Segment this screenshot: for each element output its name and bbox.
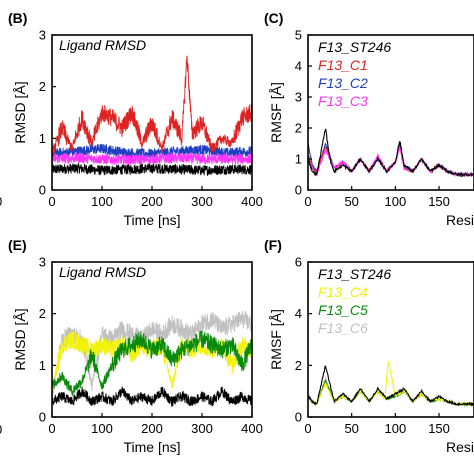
cut-tick-label: 0 <box>0 422 2 437</box>
panel-label: (C) <box>264 10 283 26</box>
legend-entry: F13_ST246 <box>318 39 391 55</box>
plot-title: Ligand RMSD <box>59 264 146 280</box>
panel-label: (F) <box>264 237 282 253</box>
legend-entry: F13_ST246 <box>318 266 391 282</box>
y-axis-title: RMSF [Å] <box>268 309 284 370</box>
panel-e: 0 1 2 3 0 100 200 300 400 (E) RMSD [Å] Ligand RMSD T… <box>8 237 263 455</box>
x-tick-label: 0 <box>48 421 55 436</box>
series-line-1 <box>52 163 252 176</box>
x-tick-label: 300 <box>191 421 213 436</box>
y-tick-label: 4 <box>295 306 302 321</box>
x-tick-label: 50 <box>344 421 358 436</box>
plot-title: Ligand RMSD <box>59 37 146 53</box>
y-tick-label: 0 <box>295 183 302 198</box>
x-tick-label: 400 <box>241 421 263 436</box>
series-line-1 <box>52 310 252 398</box>
y-tick-label: 0 <box>39 410 46 425</box>
series-line-4 <box>308 365 474 407</box>
y-axis-title: RMSF [Å] <box>268 82 284 143</box>
x-axis-title: Resi <box>446 212 474 228</box>
series-line-4 <box>52 55 252 160</box>
legend-entry: F13_C6 <box>318 320 368 336</box>
x-axis-title: Time [ns] <box>123 439 180 455</box>
series-line-3 <box>52 151 252 166</box>
series-line-2 <box>52 143 252 160</box>
y-tick-label: 3 <box>39 255 46 270</box>
panel-label: (B) <box>8 10 27 26</box>
x-tick-label: 0 <box>304 194 311 209</box>
legend-entry: F13_C2 <box>318 75 368 91</box>
plot-frame <box>307 261 474 418</box>
y-tick-label: 6 <box>295 255 302 270</box>
y-axis-title: RMSD [Å] <box>12 308 28 370</box>
y-tick-label: 2 <box>39 306 46 321</box>
x-tick-label: 300 <box>191 194 213 209</box>
y-tick-label: 1 <box>39 358 46 373</box>
y-tick-label: 1 <box>295 152 302 167</box>
legend-entry: F13_C5 <box>318 302 368 318</box>
x-axis-title: Resi <box>446 439 474 455</box>
legend-entry: F13_C1 <box>318 57 368 73</box>
y-tick-label: 3 <box>39 28 46 43</box>
legend-entry: F13_C3 <box>318 93 368 109</box>
x-tick-label: 100 <box>91 194 113 209</box>
y-tick-label: 0 <box>295 410 302 425</box>
x-axis-title: Time [ns] <box>123 212 180 228</box>
x-tick-label: 150 <box>428 421 450 436</box>
x-tick-label: 150 <box>428 194 450 209</box>
y-tick-label: 1 <box>39 131 46 146</box>
series-line-3 <box>52 330 252 397</box>
x-tick-label: 50 <box>344 194 358 209</box>
x-tick-label: 400 <box>241 194 263 209</box>
legend-entry: F13_C4 <box>318 284 368 300</box>
x-tick-label: 100 <box>91 421 113 436</box>
plot-frame <box>307 34 474 191</box>
y-axis-title: RMSD [Å] <box>12 81 28 143</box>
series-line-4 <box>52 386 252 408</box>
y-tick-label: 2 <box>295 121 302 136</box>
y-tick-label: 2 <box>39 79 46 94</box>
y-tick-label: 4 <box>295 59 302 74</box>
series-line-4 <box>308 128 474 178</box>
x-tick-label: 200 <box>141 194 163 209</box>
x-tick-label: 100 <box>385 421 407 436</box>
x-tick-label: 100 <box>385 194 407 209</box>
panel-b: 0 1 2 3 0 100 200 300 400 (B) RMSD [Å] Ligand RMSD T… <box>8 10 263 228</box>
panel-label: (E) <box>8 237 27 253</box>
x-tick-label: 0 <box>48 194 55 209</box>
x-tick-label: 0 <box>304 421 311 436</box>
panel-f: 0 2 4 6 0 50 100 150 (F) RMSF [Å] Resi F13_ST246 F13… <box>264 237 474 455</box>
x-tick-label: 200 <box>141 421 163 436</box>
y-tick-label: 3 <box>295 90 302 105</box>
y-tick-label: 5 <box>295 28 302 43</box>
y-tick-label: 2 <box>295 358 302 373</box>
y-tick-label: 0 <box>39 183 46 198</box>
cut-tick-label: 0 <box>0 194 2 209</box>
